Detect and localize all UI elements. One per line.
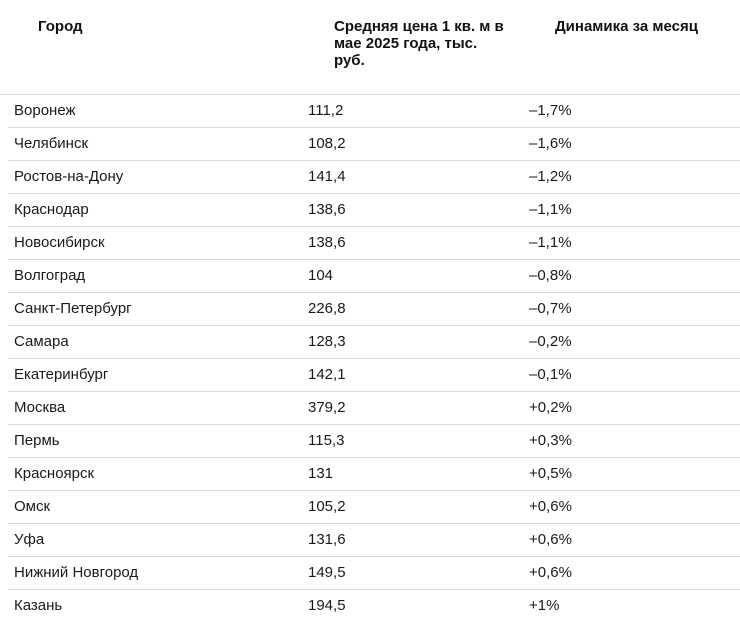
dynamics-cell: –1,7% [529, 102, 572, 119]
city-cell: Казань [14, 597, 63, 614]
table-row: Казань 194,5 +1% [8, 590, 740, 622]
dynamics-cell: +1% [529, 597, 560, 614]
price-cell: 105,2 [308, 498, 346, 515]
city-cell: Челябинск [14, 135, 89, 152]
dynamics-cell: –0,1% [529, 366, 572, 383]
dynamics-cell: –1,6% [529, 135, 572, 152]
price-cell: 131,6 [308, 531, 346, 548]
city-cell: Санкт-Петербург [14, 300, 132, 317]
dynamics-cell: –1,1% [529, 201, 572, 218]
city-cell: Новосибирск [14, 234, 105, 251]
price-cell: 108,2 [308, 135, 346, 152]
table-row: Ростов-на-Дону 141,4 –1,2% [8, 161, 740, 194]
city-cell: Волгоград [14, 267, 86, 284]
city-cell: Красноярск [14, 465, 95, 482]
city-cell: Воронеж [14, 102, 76, 119]
price-cell: 194,5 [308, 597, 346, 614]
table-row: Екатеринбург 142,1 –0,1% [8, 359, 740, 392]
city-cell: Екатеринбург [14, 366, 109, 383]
dynamics-cell: –0,7% [529, 300, 572, 317]
city-cell: Нижний Новгород [14, 564, 139, 581]
dynamics-cell: –1,1% [529, 234, 572, 251]
table-row: Омск 105,2 +0,6% [8, 491, 740, 524]
price-cell: 379,2 [308, 399, 346, 416]
dynamics-cell: +0,2% [529, 399, 572, 416]
dynamics-cell: –1,2% [529, 168, 572, 185]
table-row: Краснодар 138,6 –1,1% [8, 194, 740, 227]
table-row: Нижний Новгород 149,5 +0,6% [8, 557, 740, 590]
table-header: Город Средняя цена 1 кв. м в мае 2025 го… [0, 0, 740, 95]
dynamics-cell: +0,5% [529, 465, 572, 482]
table-row: Уфа 131,6 +0,6% [8, 524, 740, 557]
price-cell: 131 [308, 465, 334, 482]
city-cell: Уфа [14, 531, 45, 548]
dynamics-cell: +0,3% [529, 432, 572, 449]
city-cell: Самара [14, 333, 69, 350]
table-body: Воронеж 111,2 –1,7% Челябинск 108,2 –1,6… [0, 95, 740, 622]
price-cell: 142,1 [308, 366, 346, 383]
price-cell: 138,6 [308, 201, 346, 218]
header-city: Город [38, 18, 83, 35]
price-cell: 138,6 [308, 234, 346, 251]
table-row: Санкт-Петербург 226,8 –0,7% [8, 293, 740, 326]
city-cell: Москва [14, 399, 66, 416]
header-dynamics: Динамика за месяц [555, 18, 698, 35]
table-row: Челябинск 108,2 –1,6% [8, 128, 740, 161]
price-cell: 115,3 [308, 432, 345, 449]
dynamics-cell: +0,6% [529, 498, 572, 515]
table-row: Волгоград 104 –0,8% [8, 260, 740, 293]
city-cell: Ростов-на-Дону [14, 168, 124, 185]
header-price: Средняя цена 1 кв. м в мае 2025 года, ты… [334, 18, 504, 69]
city-cell: Пермь [14, 432, 60, 449]
city-cell: Омск [14, 498, 51, 515]
city-cell: Краснодар [14, 201, 89, 218]
table-row: Самара 128,3 –0,2% [8, 326, 740, 359]
dynamics-cell: +0,6% [529, 564, 572, 581]
table-row: Воронеж 111,2 –1,7% [8, 95, 740, 128]
table-row: Москва 379,2 +0,2% [8, 392, 740, 425]
price-cell: 111,2 [308, 102, 344, 119]
dynamics-cell: +0,6% [529, 531, 572, 548]
price-cell: 226,8 [308, 300, 346, 317]
dynamics-cell: –0,2% [529, 333, 572, 350]
table-row: Красноярск 131 +0,5% [8, 458, 740, 491]
price-cell: 128,3 [308, 333, 346, 350]
price-cell: 104 [308, 267, 334, 284]
dynamics-cell: –0,8% [529, 267, 572, 284]
price-cell: 149,5 [308, 564, 346, 581]
table-row: Новосибирск 138,6 –1,1% [8, 227, 740, 260]
table-row: Пермь 115,3 +0,3% [8, 425, 740, 458]
price-cell: 141,4 [308, 168, 346, 185]
